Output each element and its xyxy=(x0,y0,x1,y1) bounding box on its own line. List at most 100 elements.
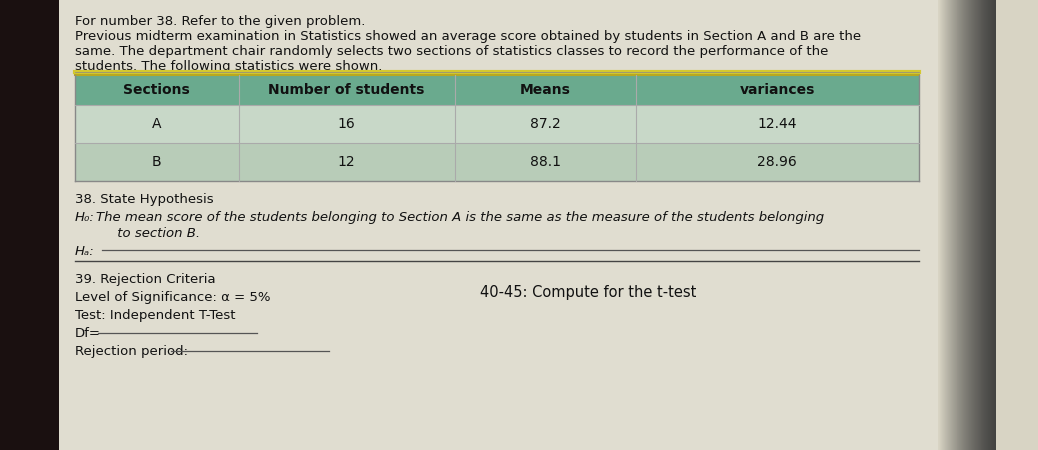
Bar xyxy=(969,0,971,450)
Bar xyxy=(982,0,983,450)
Text: 40-45: Compute for the t-test: 40-45: Compute for the t-test xyxy=(481,285,696,300)
Text: same. The department chair randomly selects two sections of statistics classes t: same. The department chair randomly sele… xyxy=(75,45,828,58)
Text: 12.44: 12.44 xyxy=(758,117,797,131)
Bar xyxy=(45,0,47,450)
Bar xyxy=(968,0,969,450)
Bar xyxy=(37,0,39,450)
Bar xyxy=(956,0,957,450)
Bar xyxy=(983,0,985,450)
Bar xyxy=(938,0,940,450)
Bar xyxy=(973,0,975,450)
Bar xyxy=(19,0,21,450)
Bar xyxy=(957,0,959,450)
Bar xyxy=(38,0,40,450)
Bar xyxy=(990,0,992,450)
Bar xyxy=(987,0,989,450)
Text: 39. Rejection Criteria: 39. Rejection Criteria xyxy=(75,273,216,286)
Bar xyxy=(3,0,5,450)
Bar xyxy=(971,0,973,450)
Bar xyxy=(984,0,986,450)
Text: Sections: Sections xyxy=(124,83,190,97)
Bar xyxy=(944,0,945,450)
Bar xyxy=(953,0,955,450)
Bar xyxy=(15,0,17,450)
Bar xyxy=(986,0,988,450)
Bar xyxy=(982,0,984,450)
Text: The mean score of the students belonging to Section A is the same as the measure: The mean score of the students belonging… xyxy=(95,211,824,224)
Bar xyxy=(955,0,957,450)
Text: Test: Independent T-Test: Test: Independent T-Test xyxy=(75,309,236,322)
Bar xyxy=(44,0,45,450)
Bar xyxy=(22,0,24,450)
Text: to section B.: to section B. xyxy=(95,227,200,240)
Bar xyxy=(947,0,949,450)
Text: 87.2: 87.2 xyxy=(530,117,561,131)
Text: 12: 12 xyxy=(337,155,355,169)
Bar xyxy=(75,75,919,105)
Text: A: A xyxy=(153,117,162,131)
Bar xyxy=(976,0,978,450)
Bar xyxy=(980,0,982,450)
Bar xyxy=(977,0,979,450)
Bar xyxy=(29,0,31,450)
Bar xyxy=(59,0,938,450)
Bar xyxy=(950,0,952,450)
Bar xyxy=(46,0,48,450)
Bar xyxy=(959,0,961,450)
Bar xyxy=(1,0,3,450)
Text: Df=: Df= xyxy=(75,327,101,340)
Bar xyxy=(993,0,994,450)
Bar xyxy=(948,0,950,450)
Bar xyxy=(36,0,38,450)
Bar xyxy=(33,0,35,450)
Bar xyxy=(958,0,960,450)
Bar xyxy=(965,0,967,450)
Bar xyxy=(966,0,968,450)
Bar xyxy=(12,0,15,450)
Bar xyxy=(975,0,977,450)
Bar xyxy=(991,0,993,450)
Bar xyxy=(6,0,7,450)
Bar xyxy=(979,0,981,450)
Text: variances: variances xyxy=(739,83,815,97)
Bar xyxy=(52,0,54,450)
Text: 38. State Hypothesis: 38. State Hypothesis xyxy=(75,193,214,206)
Bar xyxy=(994,0,996,450)
Bar xyxy=(985,0,987,450)
Bar xyxy=(51,0,52,450)
Text: 28.96: 28.96 xyxy=(758,155,797,169)
Bar xyxy=(40,0,43,450)
Bar xyxy=(4,0,6,450)
Bar xyxy=(75,143,919,181)
Bar xyxy=(964,0,966,450)
Bar xyxy=(20,0,22,450)
Bar xyxy=(945,0,947,450)
Bar xyxy=(941,0,944,450)
Bar xyxy=(27,0,29,450)
Bar xyxy=(34,0,36,450)
Text: Hₐ:: Hₐ: xyxy=(75,245,94,258)
Text: H₀:: H₀: xyxy=(75,211,94,224)
Bar xyxy=(943,0,945,450)
Bar xyxy=(8,0,10,450)
Text: 16: 16 xyxy=(337,117,355,131)
Bar xyxy=(963,0,965,450)
Bar xyxy=(56,0,58,450)
Bar xyxy=(940,0,943,450)
Bar xyxy=(25,0,26,450)
Text: 88.1: 88.1 xyxy=(530,155,561,169)
Bar xyxy=(32,0,33,450)
Bar xyxy=(23,0,25,450)
Text: Rejection period:: Rejection period: xyxy=(75,345,188,358)
Bar xyxy=(42,0,44,450)
Bar xyxy=(0,0,2,450)
Bar xyxy=(48,0,50,450)
Bar xyxy=(10,0,12,450)
Text: Level of Significance: α = 5%: Level of Significance: α = 5% xyxy=(75,291,270,304)
Bar xyxy=(989,0,991,450)
Bar xyxy=(26,0,28,450)
Bar xyxy=(988,0,990,450)
Bar xyxy=(18,0,19,450)
Text: For number 38. Refer to the given problem.: For number 38. Refer to the given proble… xyxy=(75,15,365,28)
Bar xyxy=(7,0,9,450)
